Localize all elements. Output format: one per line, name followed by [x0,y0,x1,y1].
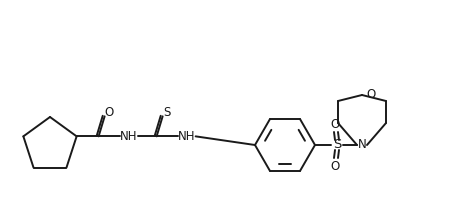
Text: N: N [358,138,366,151]
Text: O: O [366,89,375,102]
Text: S: S [333,138,341,151]
Text: NH: NH [178,130,196,143]
Text: O: O [330,117,340,130]
Text: O: O [330,159,340,173]
Text: NH: NH [120,130,137,143]
Text: S: S [163,106,170,119]
Text: O: O [104,106,113,119]
